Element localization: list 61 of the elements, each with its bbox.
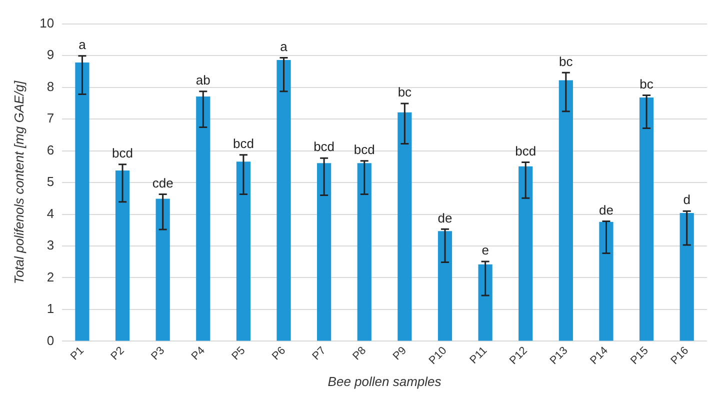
- annotation: bc: [559, 54, 574, 69]
- bar: [236, 162, 251, 341]
- annotation: cde: [152, 175, 174, 190]
- y-tick-label: 9: [46, 47, 54, 62]
- bar: [357, 163, 372, 341]
- y-axis-title: Total polifenols content [mg GAE/g]: [11, 80, 26, 284]
- annotation: bcd: [232, 136, 254, 151]
- x-axis-title: Bee pollen samples: [328, 374, 442, 389]
- y-tick-label: 7: [46, 110, 54, 126]
- bar: [639, 97, 654, 341]
- bar: [680, 212, 694, 341]
- annotation: d: [683, 192, 690, 208]
- annotation: bc: [640, 76, 654, 92]
- x-tick-label: P8: [350, 344, 369, 363]
- bar: [115, 170, 130, 341]
- x-tick-label: P6: [270, 344, 288, 363]
- x-tick-label: P13: [548, 344, 570, 367]
- annotation: bcd: [515, 143, 536, 158]
- x-tick-label: P5: [230, 344, 248, 363]
- bar: [398, 112, 412, 341]
- y-tick-label: 2: [46, 269, 54, 284]
- x-tick-label: P2: [108, 344, 127, 363]
- bar: [196, 96, 210, 341]
- x-tick-label: P4: [189, 344, 208, 363]
- x-tick-label: P1: [68, 344, 86, 363]
- x-tick-label: P7: [310, 344, 328, 363]
- annotation: bcd: [314, 139, 335, 154]
- y-tick-label: 5: [46, 174, 54, 190]
- annotation: e: [482, 242, 489, 258]
- y-tick-label: 6: [46, 142, 54, 158]
- x-tick-label: P9: [390, 344, 409, 363]
- bar: [438, 231, 452, 341]
- x-tick-label: P3: [149, 344, 168, 363]
- y-tick-label: 8: [46, 78, 54, 94]
- y-tick-label: 4: [46, 206, 54, 221]
- bar: [518, 166, 533, 341]
- y-tick-label: 3: [46, 238, 54, 253]
- bar: [558, 80, 573, 341]
- bar: [156, 198, 170, 341]
- bar: [599, 222, 614, 341]
- annotation: a: [78, 36, 87, 52]
- annotation: bcd: [112, 146, 134, 160]
- x-tick-label: P15: [628, 344, 651, 367]
- x-tick-label: P14: [588, 344, 610, 367]
- x-tick-label: P10: [426, 344, 450, 367]
- x-tick-label: P11: [468, 344, 490, 366]
- bar: [75, 62, 90, 341]
- y-tick-label: 0: [46, 332, 54, 348]
- bar: [317, 163, 332, 341]
- y-tick-label: 10: [40, 15, 54, 30]
- annotation: a: [280, 38, 288, 54]
- annotation: bcd: [354, 142, 375, 158]
- annotation: de: [438, 210, 452, 226]
- x-tick-label: P12: [508, 344, 530, 367]
- y-tick-label: 1: [46, 301, 54, 316]
- annotation: de: [598, 202, 614, 218]
- bar: [276, 60, 291, 341]
- annotation: bc: [398, 84, 412, 100]
- annotation: ab: [196, 72, 210, 88]
- bar: [478, 264, 492, 341]
- x-tick-label: P16: [668, 344, 692, 367]
